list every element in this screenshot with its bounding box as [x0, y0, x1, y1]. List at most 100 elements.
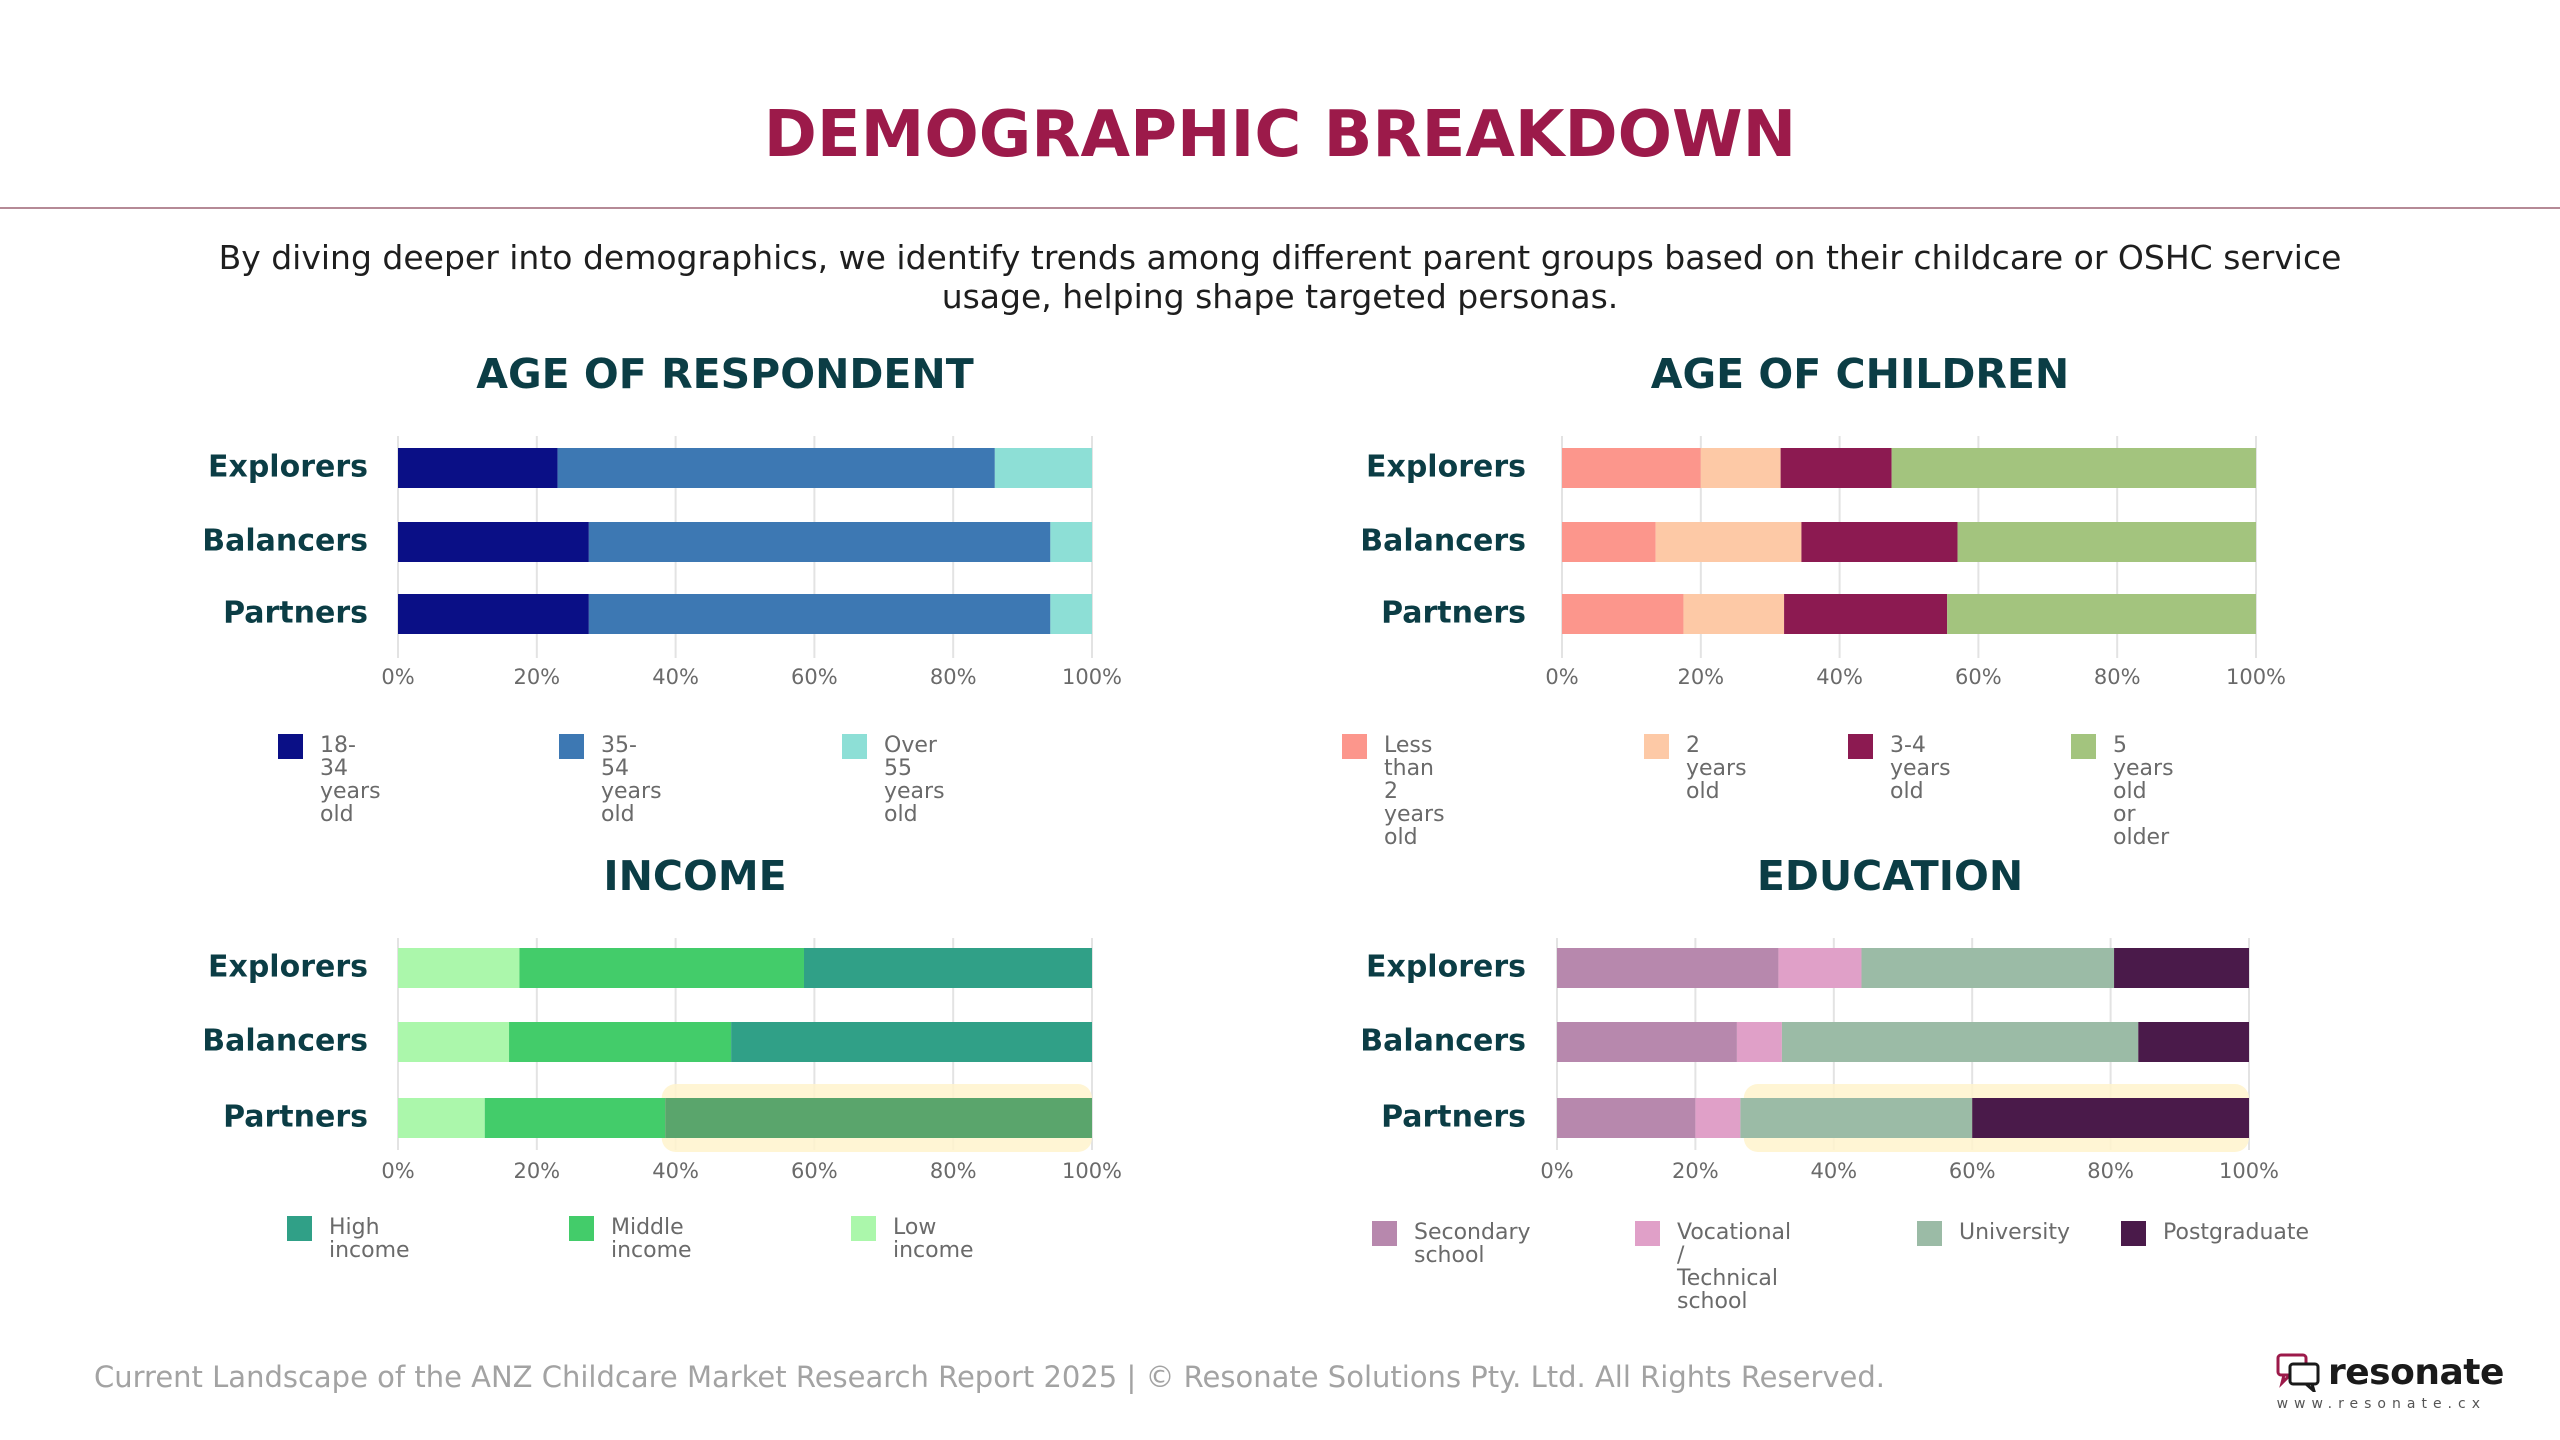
- category-label: Balancers: [1360, 524, 1526, 559]
- legend-swatch: [559, 734, 584, 759]
- footer-copyright: Current Landscape of the ANZ Childcare M…: [94, 1360, 1886, 1394]
- x-tick-label: 40%: [652, 1159, 699, 1183]
- legend-label: Postgraduate: [2163, 1220, 2310, 1245]
- bar-balancers-middle-income: [509, 1022, 732, 1062]
- bar-partners-low-income: [398, 1098, 485, 1138]
- bar-explorers-2-years-old: [1700, 448, 1781, 488]
- legend-swatch: [569, 1216, 594, 1241]
- bar-partners-5-years-old-or-older: [1947, 594, 2256, 634]
- x-tick-label: 0%: [381, 665, 414, 689]
- bar-partners-high-income: [665, 1098, 1092, 1138]
- x-tick-label: 20%: [1677, 665, 1724, 689]
- chart-title-age-respondent: AGE OF RESPONDENT: [476, 350, 974, 398]
- bar-partners-over-55-years-old: [1050, 594, 1092, 634]
- legend-swatch: [1342, 734, 1367, 759]
- legend-swatch: [851, 1216, 876, 1241]
- bar-balancers-5-years-old-or-older: [1957, 522, 2256, 562]
- category-label: Explorers: [1366, 450, 1526, 485]
- x-tick-label: 60%: [791, 665, 838, 689]
- bar-balancers-3-4-years-old: [1801, 522, 1958, 562]
- legend-swatch: [1635, 1221, 1660, 1246]
- x-tick-label: 40%: [1810, 1159, 1857, 1183]
- x-tick-label: 100%: [1062, 665, 1122, 689]
- bar-balancers-less-than-2-years-old: [1562, 522, 1656, 562]
- bar-balancers-18-34-years-old: [398, 522, 589, 562]
- legend-swatch: [1644, 734, 1669, 759]
- legend-label: 2 years old: [1686, 733, 1747, 804]
- x-tick-label: 100%: [2219, 1159, 2279, 1183]
- bar-explorers-5-years-old-or-older: [1891, 448, 2256, 488]
- x-tick-label: 100%: [2226, 665, 2286, 689]
- bar-explorers-low-income: [398, 948, 520, 988]
- x-tick-label: 60%: [1949, 1159, 1996, 1183]
- category-label: Partners: [223, 596, 368, 631]
- bar-partners-middle-income: [484, 1098, 666, 1138]
- legend-label: 5 years old or older: [2113, 733, 2174, 850]
- x-tick-label: 20%: [513, 665, 560, 689]
- bar-balancers-low-income: [398, 1022, 510, 1062]
- x-tick-label: 0%: [381, 1159, 414, 1183]
- bar-explorers-postgraduate: [2114, 948, 2249, 988]
- legend-swatch: [2071, 734, 2096, 759]
- category-label: Explorers: [208, 450, 368, 485]
- intro-text: By diving deeper into demographics, we i…: [218, 238, 2342, 316]
- legend-label: 35-54 years old: [601, 733, 662, 827]
- category-label: Balancers: [1360, 1024, 1526, 1059]
- x-tick-label: 80%: [2094, 665, 2141, 689]
- x-tick-label: 80%: [2087, 1159, 2134, 1183]
- page-title: DEMOGRAPHIC BREAKDOWN: [763, 98, 1797, 172]
- bar-balancers-over-55-years-old: [1050, 522, 1092, 562]
- chart-title-income: INCOME: [603, 852, 787, 900]
- x-tick-label: 60%: [1955, 665, 2002, 689]
- bar-explorers-vocational-technical-school: [1778, 948, 1862, 988]
- bar-explorers-middle-income: [519, 948, 804, 988]
- resonate-logo: resonate www.resonate.cx: [2276, 1352, 2504, 1412]
- bar-explorers-over-55-years-old: [994, 448, 1092, 488]
- bar-partners-2-years-old: [1683, 594, 1785, 634]
- chart-title-education: EDUCATION: [1756, 852, 2024, 900]
- category-label: Partners: [223, 1100, 368, 1135]
- bar-explorers-less-than-2-years-old: [1562, 448, 1701, 488]
- x-tick-label: 20%: [1672, 1159, 1719, 1183]
- x-tick-label: 80%: [930, 1159, 977, 1183]
- legend-swatch: [278, 734, 303, 759]
- category-label: Explorers: [1366, 950, 1526, 985]
- x-tick-label: 40%: [1816, 665, 1863, 689]
- bar-explorers-high-income: [803, 948, 1092, 988]
- legend-label: Less than 2 years old: [1384, 733, 1445, 850]
- bar-partners-vocational-technical-school: [1695, 1098, 1741, 1138]
- x-tick-label: 100%: [1062, 1159, 1122, 1183]
- category-label: Partners: [1381, 596, 1526, 631]
- title-divider: [0, 207, 2560, 209]
- bar-explorers-35-54-years-old: [557, 448, 995, 488]
- bar-balancers-secondary-school: [1557, 1022, 1737, 1062]
- bar-partners-18-34-years-old: [398, 594, 589, 634]
- bar-explorers-18-34-years-old: [398, 448, 558, 488]
- bar-partners-university: [1740, 1098, 1973, 1138]
- legend-swatch: [1372, 1221, 1397, 1246]
- bar-partners-less-than-2-years-old: [1562, 594, 1684, 634]
- legend-label: Over 55 years old: [884, 733, 945, 827]
- category-label: Explorers: [208, 950, 368, 985]
- bar-partners-35-54-years-old: [588, 594, 1051, 634]
- bar-balancers-35-54-years-old: [588, 522, 1051, 562]
- x-tick-label: 60%: [791, 1159, 838, 1183]
- legend-label: High income: [329, 1215, 410, 1263]
- bar-partners-secondary-school: [1557, 1098, 1696, 1138]
- x-tick-label: 20%: [513, 1159, 560, 1183]
- bar-explorers-university: [1861, 948, 2115, 988]
- x-tick-label: 40%: [652, 665, 699, 689]
- bar-partners-3-4-years-old: [1784, 594, 1948, 634]
- bar-balancers-vocational-technical-school: [1736, 1022, 1782, 1062]
- legend-label: 3-4 years old: [1890, 733, 1951, 804]
- logo-url: www.resonate.cx: [2276, 1396, 2486, 1412]
- bar-partners-postgraduate: [1972, 1098, 2249, 1138]
- bar-explorers-secondary-school: [1557, 948, 1779, 988]
- legend-label: Secondary school: [1414, 1220, 1531, 1268]
- logo-name: resonate: [2328, 1352, 2504, 1393]
- chart-title-age-children: AGE OF CHILDREN: [1650, 350, 2070, 398]
